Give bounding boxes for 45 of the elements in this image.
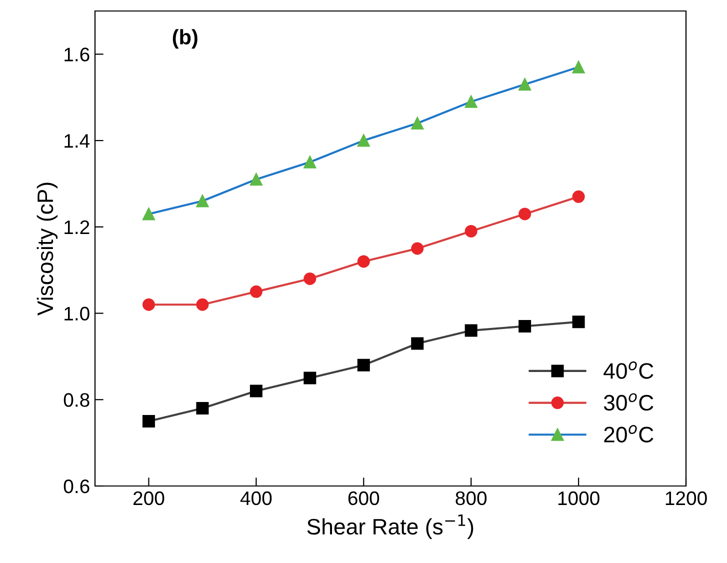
point: [250, 285, 262, 298]
point: [357, 358, 370, 372]
point: [464, 224, 478, 238]
point: [411, 242, 424, 255]
point: [572, 316, 585, 328]
point: [518, 320, 532, 332]
legend-label: 40$^{o}$C: [604, 361, 654, 379]
y-tick-label: 0.6: [64, 479, 90, 494]
y-axis-title: Viscosity (cP): [36, 182, 58, 316]
x-tick-label: 200: [133, 491, 164, 506]
point: [196, 194, 209, 208]
point: [250, 384, 262, 398]
x-axis-title: Shear Rate (s$^{−1}$): [307, 514, 474, 539]
x-tick-label: 400: [240, 491, 272, 506]
point: [142, 208, 155, 220]
x-tick-label: 1200: [666, 491, 707, 506]
point: [464, 95, 478, 108]
y-tick-label: 1.6: [64, 48, 90, 62]
point: [464, 324, 478, 337]
point: [304, 372, 316, 384]
point: [142, 298, 155, 311]
point: [518, 208, 532, 220]
point: [357, 255, 370, 268]
x-tick-label: 1000: [558, 491, 600, 506]
y-tick-label: 1.4: [64, 134, 90, 148]
point: [518, 78, 532, 91]
point: [250, 173, 262, 186]
point: [196, 402, 209, 415]
legend-label: 20$^{o}$C: [604, 425, 654, 442]
x-tick-label: 600: [348, 491, 380, 506]
y-tick-label: 1.2: [64, 220, 90, 234]
x-tick-label: 800: [456, 491, 487, 506]
point: [304, 272, 316, 285]
point: [196, 298, 209, 311]
point: [572, 60, 585, 74]
point: [411, 117, 424, 130]
point: [304, 156, 316, 168]
annotation: (b): [172, 29, 198, 49]
y-tick-label: 0.8: [64, 393, 90, 407]
legend-label: 30$^{o}$C: [604, 393, 654, 411]
y-tick-label: 1.0: [64, 306, 90, 321]
point: [142, 414, 155, 428]
point: [357, 134, 370, 147]
point: [411, 337, 424, 350]
point: [572, 190, 585, 203]
